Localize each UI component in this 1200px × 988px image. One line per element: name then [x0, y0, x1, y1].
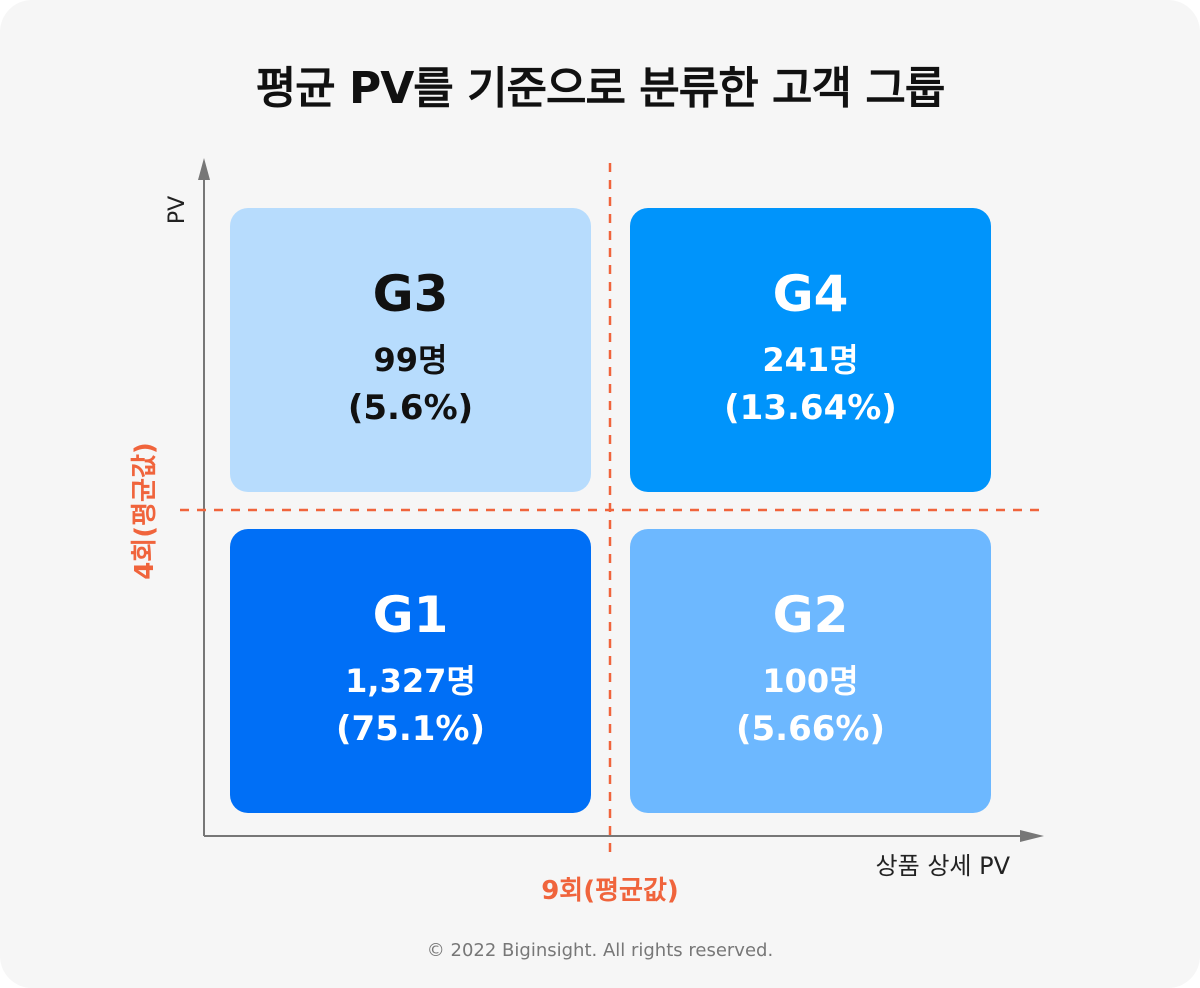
group-percent: (5.66%)	[735, 709, 886, 749]
group-count: 99명	[373, 341, 448, 379]
group-count: 241명	[762, 341, 859, 379]
x-axis-arrow-icon	[1020, 830, 1044, 842]
group-count: 100명	[762, 662, 859, 700]
group-g4-box: G4 241명 (13.64%)	[630, 208, 991, 492]
group-percent: (13.64%)	[724, 388, 897, 428]
group-g3-box: G3 99명 (5.6%)	[230, 208, 591, 492]
y-axis-arrow-icon	[198, 158, 210, 180]
page-title: 평균 PV를 기준으로 분류한 고객 그룹	[255, 63, 946, 114]
group-g2-box: G2 100명 (5.66%)	[630, 529, 991, 813]
group-count: 1,327명	[345, 662, 476, 700]
group-name: G1	[372, 586, 449, 644]
copyright-footer: © 2022 Biginsight. All rights reserved.	[426, 940, 774, 961]
group-percent: (75.1%)	[335, 709, 486, 749]
group-name: G2	[772, 586, 849, 644]
y-threshold-label: 4회(평균값)	[130, 442, 160, 580]
group-percent: (5.6%)	[347, 388, 474, 428]
y-axis-label: PV	[165, 195, 190, 225]
x-axis-label: 상품 상세 PV	[875, 852, 1010, 880]
group-name: G3	[372, 265, 449, 323]
group-g1-box: G1 1,327명 (75.1%)	[230, 529, 591, 813]
x-threshold-label: 9회(평균값)	[541, 876, 679, 906]
group-name: G4	[772, 265, 849, 323]
